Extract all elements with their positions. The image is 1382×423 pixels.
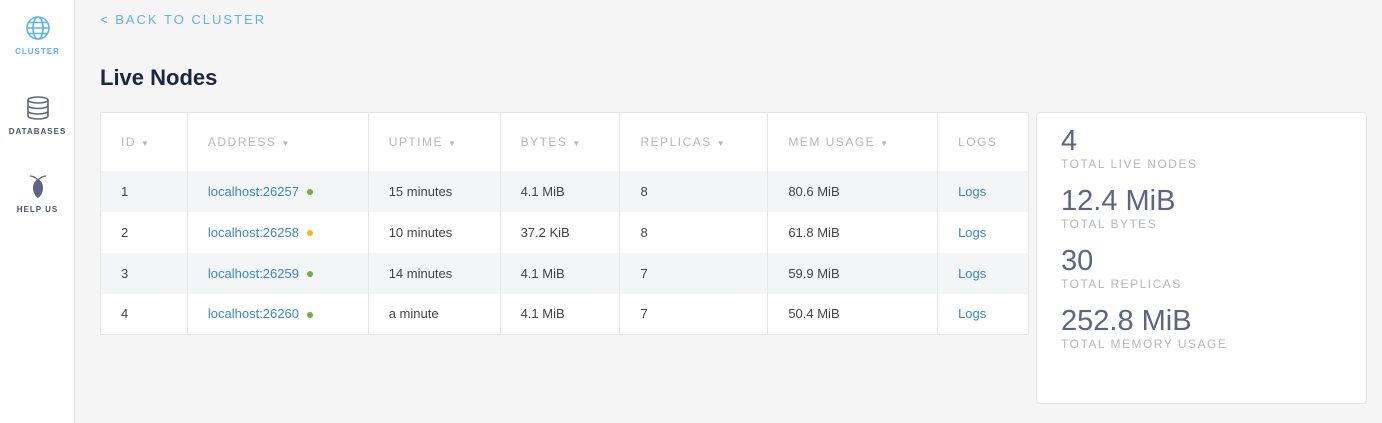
header-label: ADDRESS (207, 134, 277, 149)
header-label: LOGS (958, 134, 998, 149)
stat-memory: 252.8 MiB TOTAL MEMORY USAGE (1061, 305, 1366, 351)
nav-label: CLUSTER (15, 47, 60, 56)
status-dot-icon (306, 311, 313, 318)
cell-replicas: 8 (619, 170, 769, 212)
table-row: 4 localhost:26260 a minute 4.1 MiB 7 50.… (100, 293, 1029, 335)
cell-id: 2 (100, 211, 188, 253)
column-header-bytes[interactable]: BYTES ▼ (500, 112, 621, 171)
stat-value: 30 (1061, 245, 1094, 277)
table-row: 3 localhost:26259 14 minutes 4.1 MiB 7 5… (100, 252, 1029, 294)
back-to-cluster-link[interactable]: < BACK TO CLUSTER (100, 12, 267, 27)
cell-mem-usage: 59.9 MiB (767, 252, 939, 294)
cell-address: localhost:26258 (187, 211, 369, 253)
cell-bytes: 4.1 MiB (500, 252, 621, 294)
cell-id: 1 (100, 170, 188, 212)
logs-link[interactable]: Logs (958, 224, 987, 240)
cell-address: localhost:26260 (187, 293, 369, 335)
sort-arrow-icon: ▼ (572, 138, 582, 148)
nodes-table: ID ▼ ADDRESS ▼ UPTIME ▼ BYTES ▼ REPLICAS ▼ ME… (100, 112, 1029, 335)
column-header-uptime[interactable]: UPTIME ▼ (368, 112, 501, 171)
header-label: UPTIME (388, 134, 444, 149)
cell-mem-usage: 61.8 MiB (767, 211, 939, 253)
nav-databases[interactable]: DATABASES (0, 95, 75, 136)
cell-replicas: 8 (619, 211, 769, 253)
cell-logs: Logs (937, 170, 1029, 212)
globe-icon (25, 16, 50, 40)
stat-bytes: 12.4 MiB TOTAL BYTES (1061, 185, 1366, 231)
sidebar: CLUSTER DATABASES HELP US (0, 0, 75, 423)
stat-live-nodes: 4 TOTAL LIVE NODES (1061, 125, 1366, 171)
nav-label: HELP US (16, 205, 59, 214)
nav-cluster[interactable]: CLUSTER (0, 15, 75, 56)
sort-arrow-icon: ▼ (281, 138, 291, 148)
status-dot-icon (306, 230, 313, 237)
stat-label: TOTAL LIVE NODES (1061, 157, 1198, 171)
column-header-address[interactable]: ADDRESS ▼ (187, 112, 369, 171)
cell-uptime: a minute (368, 293, 501, 335)
cell-replicas: 7 (619, 293, 769, 335)
header-label: REPLICAS (640, 134, 712, 149)
node-address-link[interactable]: localhost:26259 (207, 265, 299, 281)
summary-panel: 4 TOTAL LIVE NODES 12.4 MiB TOTAL BYTES 30… (1036, 112, 1367, 404)
cell-uptime: 10 minutes (368, 211, 501, 253)
cell-bytes: 4.1 MiB (500, 293, 621, 335)
node-address-link[interactable]: localhost:26258 (207, 224, 299, 240)
database-icon (26, 96, 49, 120)
cell-uptime: 14 minutes (368, 252, 501, 294)
logs-link[interactable]: Logs (958, 183, 987, 199)
page-title: Live Nodes (100, 65, 218, 90)
status-dot-icon (306, 271, 313, 278)
column-header-replicas[interactable]: REPLICAS ▼ (619, 112, 769, 171)
status-dot-icon (306, 189, 313, 196)
column-header-logs: LOGS (937, 112, 1029, 171)
stat-replicas: 30 TOTAL REPLICAS (1061, 245, 1366, 291)
cell-uptime: 15 minutes (368, 170, 501, 212)
table-row: 2 localhost:26258 10 minutes 37.2 KiB 8 … (100, 211, 1029, 253)
cell-replicas: 7 (619, 252, 769, 294)
sort-arrow-icon: ▼ (716, 138, 727, 148)
cell-bytes: 37.2 KiB (500, 211, 621, 253)
cell-address: localhost:26259 (187, 252, 369, 294)
column-header-id[interactable]: ID ▼ (100, 112, 188, 171)
cell-id: 4 (100, 293, 188, 335)
logs-link[interactable]: Logs (958, 306, 987, 322)
cell-logs: Logs (937, 211, 1029, 253)
header-label: ID (121, 134, 136, 149)
sort-arrow-icon: ▼ (141, 138, 151, 148)
logs-link[interactable]: Logs (958, 265, 987, 281)
table-row: 1 localhost:26257 15 minutes 4.1 MiB 8 8… (100, 170, 1029, 212)
header-label: MEM USAGE (788, 134, 876, 149)
cell-mem-usage: 50.4 MiB (767, 293, 939, 335)
cell-id: 3 (100, 252, 188, 294)
column-header-mem-usage[interactable]: MEM USAGE ▼ (767, 112, 939, 171)
nav-label: DATABASES (8, 127, 67, 136)
header-label: BYTES (520, 134, 568, 149)
cell-mem-usage: 80.6 MiB (767, 170, 939, 212)
sort-arrow-icon: ▼ (880, 138, 890, 148)
stat-value: 4 (1061, 125, 1078, 157)
stat-value: 12.4 MiB (1061, 185, 1176, 217)
cell-address: localhost:26257 (187, 170, 369, 212)
node-address-link[interactable]: localhost:26257 (207, 183, 299, 199)
stat-label: TOTAL REPLICAS (1061, 277, 1182, 291)
cell-logs: Logs (937, 293, 1029, 335)
sort-arrow-icon: ▼ (448, 138, 458, 148)
nav-help-us[interactable]: HELP US (0, 173, 75, 214)
cockroach-icon (29, 175, 46, 198)
stat-value: 252.8 MiB (1061, 305, 1192, 337)
cell-logs: Logs (937, 252, 1029, 294)
stat-label: TOTAL MEMORY USAGE (1061, 337, 1228, 351)
cell-bytes: 4.1 MiB (500, 170, 621, 212)
node-address-link[interactable]: localhost:26260 (207, 306, 299, 322)
stat-label: TOTAL BYTES (1061, 217, 1158, 231)
